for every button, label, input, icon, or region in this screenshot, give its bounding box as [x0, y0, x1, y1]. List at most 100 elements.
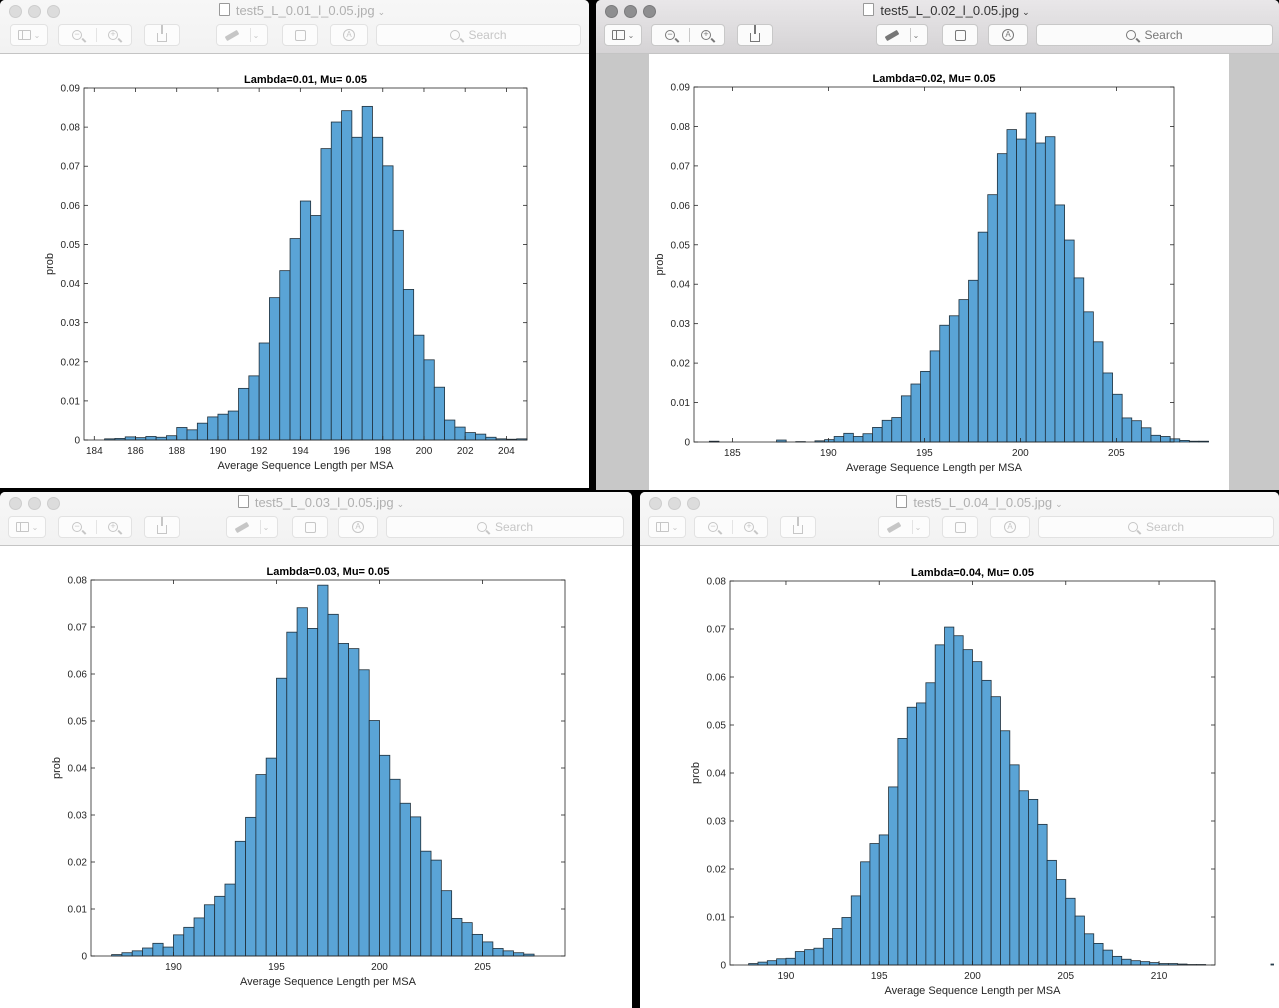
- histogram-bar: [351, 136, 363, 441]
- share-button[interactable]: [780, 516, 816, 538]
- zoom-in-icon[interactable]: +: [108, 522, 118, 532]
- histogram-bar: [804, 949, 815, 966]
- y-tick-label: 0.06: [707, 673, 727, 684]
- annotate-button[interactable]: ⌄: [876, 24, 928, 46]
- y-tick-label: 0.03: [707, 817, 727, 828]
- document-content: 190 195 200 205 210 0 0.01 0.02 0.03 0.04 0.05 0.06…: [640, 546, 1279, 1008]
- x-tick-label: 184: [86, 446, 103, 457]
- zoom-in-icon[interactable]: +: [701, 30, 711, 40]
- zoom-button[interactable]: [47, 5, 60, 18]
- histogram-bar: [203, 904, 216, 957]
- zoom-in-icon[interactable]: +: [108, 30, 118, 40]
- y-tick-label: 0: [720, 961, 726, 972]
- markup-button[interactable]: A: [988, 24, 1028, 46]
- minimize-button[interactable]: [668, 497, 681, 510]
- sidebar-icon: [655, 522, 669, 532]
- search-field[interactable]: Search: [386, 516, 624, 538]
- search-field[interactable]: Search: [1038, 516, 1274, 538]
- sidebar-toggle-button[interactable]: ⌄: [604, 24, 642, 46]
- close-button[interactable]: [605, 5, 618, 18]
- y-axis-label: prob: [51, 757, 63, 779]
- zoom-button[interactable]: [643, 5, 656, 18]
- search-field[interactable]: Search: [376, 24, 581, 46]
- histogram-chart: 190 195 200 205 0 0.01 0.02 0.03 0.04 0.05 0.06 0.0…: [51, 566, 566, 988]
- zoom-button[interactable]: [47, 497, 60, 510]
- y-tick-label: 0.08: [707, 577, 727, 588]
- markup-button[interactable]: A: [990, 516, 1030, 538]
- x-axis-label: Average Sequence Length per MSA: [218, 460, 395, 472]
- plot-frame: [693, 86, 1175, 443]
- window-title[interactable]: test5_L_0.04_l_0.05.jpg ⌄: [680, 495, 1279, 510]
- y-tick-label: 0.05: [671, 240, 691, 251]
- histogram-bar: [306, 628, 319, 957]
- histogram-bar: [1093, 942, 1104, 966]
- rotate-button[interactable]: [282, 24, 318, 46]
- histogram-bar: [794, 951, 806, 966]
- annotate-button[interactable]: ⌄: [226, 516, 278, 538]
- search-field[interactable]: Search: [1036, 24, 1273, 46]
- histogram-bar: [1084, 933, 1095, 966]
- markup-button[interactable]: A: [338, 516, 378, 538]
- window-title[interactable]: test5_L_0.03_l_0.05.jpg ⌄: [10, 495, 632, 510]
- zoom-out-icon[interactable]: −: [665, 30, 675, 40]
- y-tick-label: 0.05: [707, 721, 727, 732]
- histogram-bar: [173, 934, 185, 957]
- histogram-bar: [1064, 239, 1075, 443]
- histogram-bar: [833, 436, 845, 443]
- minimize-button[interactable]: [624, 5, 637, 18]
- minimize-button[interactable]: [28, 5, 41, 18]
- zoom-in-icon[interactable]: +: [744, 522, 754, 532]
- zoom-out-icon[interactable]: −: [72, 30, 82, 40]
- y-tick-label: 0.06: [61, 201, 81, 212]
- sidebar-toggle-button[interactable]: ⌄: [648, 516, 686, 538]
- rotate-button[interactable]: [292, 516, 328, 538]
- sidebar-toggle-button[interactable]: ⌄: [10, 24, 48, 46]
- histogram-bar: [1028, 798, 1039, 966]
- search-icon: [1126, 30, 1137, 40]
- y-axis-label: prob: [690, 762, 702, 784]
- histogram-bar: [906, 706, 917, 966]
- markup-button[interactable]: A: [330, 24, 368, 46]
- x-tick-label: 205: [1108, 448, 1125, 459]
- window-titlebar: test5_L_0.01_l_0.05.jpg ⌄ ⌄ − + ⌄ A Search: [0, 0, 589, 54]
- histogram-bar: [299, 200, 312, 441]
- share-button[interactable]: [144, 516, 180, 538]
- rotate-button[interactable]: [942, 516, 978, 538]
- window-title[interactable]: test5_L_0.02_l_0.05.jpg ⌄: [614, 3, 1279, 18]
- share-button[interactable]: [737, 24, 773, 46]
- y-tick-label: 0.02: [707, 865, 727, 876]
- rotate-button[interactable]: [942, 24, 978, 46]
- histogram-bar: [471, 933, 483, 957]
- minimize-button[interactable]: [28, 497, 41, 510]
- close-button[interactable]: [9, 5, 22, 18]
- annotate-button[interactable]: ⌄: [878, 516, 930, 538]
- zoom-out-icon[interactable]: −: [72, 522, 82, 532]
- window-titlebar: test5_L_0.02_l_0.05.jpg ⌄ ⌄ − + ⌄ A Search: [596, 0, 1279, 54]
- histogram-bar: [482, 941, 494, 957]
- share-button[interactable]: [144, 24, 180, 46]
- histogram-bar: [1131, 420, 1142, 443]
- histogram-bar: [962, 649, 973, 966]
- histogram-bar: [920, 370, 931, 443]
- annotate-button[interactable]: ⌄: [216, 24, 268, 46]
- histogram-bar: [310, 215, 322, 441]
- window-title[interactable]: test5_L_0.01_l_0.05.jpg ⌄: [15, 3, 589, 18]
- histogram-chart: 185 190 195 200 205 0 0.01 0.02 0.03 0.04 0.05 0.06…: [654, 73, 1267, 474]
- preview-window-1: test5_L_0.01_l_0.05.jpg ⌄ ⌄ − + ⌄ A Search…: [0, 0, 589, 488]
- histogram-bar: [1037, 823, 1048, 966]
- x-tick-label: 196: [333, 446, 350, 457]
- histogram-bar: [1054, 204, 1065, 443]
- zoom-out-icon[interactable]: −: [708, 522, 718, 532]
- search-icon: [1127, 522, 1138, 532]
- histogram-bar: [785, 957, 796, 966]
- histogram-bar: [862, 433, 873, 443]
- histogram-bar: [1025, 112, 1037, 443]
- y-tick-label: 0.07: [671, 161, 691, 172]
- sidebar-toggle-button[interactable]: ⌄: [8, 516, 46, 538]
- zoom-button[interactable]: [687, 497, 700, 510]
- histogram-bar: [1150, 434, 1161, 443]
- close-button[interactable]: [9, 497, 22, 510]
- y-tick-label: 0.04: [671, 280, 691, 291]
- close-button[interactable]: [649, 497, 662, 510]
- histogram-bar: [972, 661, 983, 966]
